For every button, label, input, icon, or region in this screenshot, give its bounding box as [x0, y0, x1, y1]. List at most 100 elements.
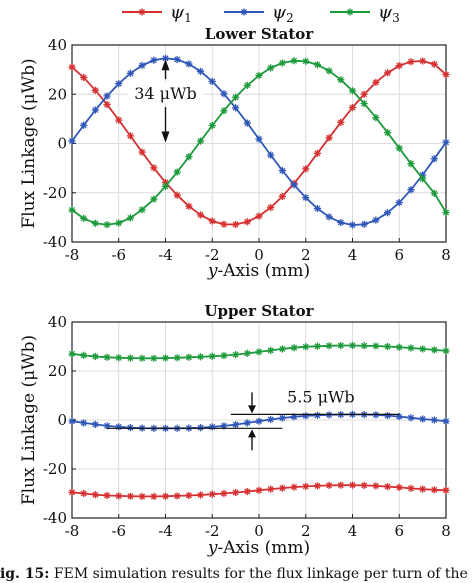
x-tick-label-6: 4: [348, 246, 358, 264]
data-point: [243, 487, 251, 496]
data-point: [278, 166, 286, 175]
data-point: [442, 138, 450, 146]
x-tick-label-7: 6: [394, 246, 404, 264]
data-point: [138, 206, 146, 214]
legend-marker-2: [240, 8, 248, 16]
data-point: [419, 485, 427, 493]
series-1: [68, 481, 450, 501]
legend-label-1: ψ1: [170, 2, 192, 25]
y-tick-label-3: 20: [48, 85, 67, 103]
data-point: [185, 353, 193, 361]
data-point: [103, 221, 111, 229]
data-point: [337, 481, 345, 489]
data-point: [313, 61, 322, 69]
data-point: [325, 342, 333, 350]
data-point: [232, 421, 240, 429]
data-point: [80, 73, 88, 82]
data-point: [395, 483, 403, 491]
data-point: [208, 352, 216, 360]
data-point: [126, 492, 135, 500]
data-point: [91, 219, 99, 227]
data-point: [325, 213, 333, 221]
data-point: [360, 342, 368, 350]
data-point: [68, 417, 76, 425]
x-tick-label-4: 0: [254, 522, 264, 540]
data-point: [103, 100, 111, 109]
data-point: [80, 121, 88, 129]
data-point: [348, 103, 357, 112]
data-point: [278, 192, 286, 201]
data-point: [313, 482, 322, 490]
series-3: [68, 57, 450, 229]
annot-label: 34 μWb: [134, 84, 197, 103]
annot-arrowhead-up: [161, 59, 170, 71]
x-tick-label-7: 6: [394, 522, 404, 540]
data-point: [91, 86, 99, 94]
data-point: [290, 483, 298, 491]
y-axis-label: Flux Linkage (μWb): [19, 58, 39, 228]
data-point: [255, 417, 263, 425]
legend-marker-1: [138, 8, 146, 16]
caption-label: Fig. 15:: [0, 566, 50, 582]
annot-bg: [127, 82, 204, 105]
data-point: [80, 419, 88, 427]
data-point: [302, 57, 310, 65]
data-point: [348, 341, 357, 350]
data-point: [150, 354, 158, 362]
data-point: [430, 486, 438, 494]
data-point: [138, 61, 146, 70]
data-point: [383, 129, 392, 137]
data-point: [138, 354, 146, 362]
data-point: [372, 482, 380, 490]
data-point: [220, 489, 228, 498]
legend-entry-1: ψ1: [122, 2, 192, 25]
data-point: [395, 343, 403, 351]
data-point: [360, 481, 368, 490]
data-point: [442, 347, 450, 355]
data-point: [419, 345, 427, 353]
annotation-ripple: 5.5 μWb: [107, 387, 400, 451]
data-point: [419, 175, 427, 183]
x-tick-label-0: -8: [65, 522, 80, 540]
data-point: [442, 208, 450, 217]
data-point: [196, 353, 205, 361]
data-point: [313, 411, 322, 419]
data-point: [115, 116, 123, 124]
y-tick-label-2: 0: [57, 411, 67, 429]
data-point: [208, 77, 216, 86]
data-point: [372, 114, 380, 122]
data-point: [196, 423, 205, 432]
data-point: [185, 491, 193, 500]
data-point: [91, 420, 99, 429]
x-tick-label-8: 8: [441, 522, 451, 540]
data-point: [302, 194, 310, 202]
y-tick-label-4: 40: [48, 313, 67, 331]
data-point: [255, 212, 263, 220]
data-point: [243, 119, 251, 127]
x-tick-label-4: 0: [254, 246, 264, 264]
data-point: [243, 419, 251, 427]
data-point: [407, 58, 415, 66]
legend-entry-3: ψ3: [330, 2, 400, 25]
data-point: [407, 414, 415, 422]
data-point: [407, 160, 415, 168]
data-point: [220, 351, 228, 360]
y-tick-label-1: -20: [43, 184, 67, 202]
data-point: [442, 70, 450, 79]
data-point: [267, 415, 275, 424]
data-point: [267, 346, 275, 355]
data-point: [407, 344, 415, 352]
x-tick-label-2: -4: [158, 522, 173, 540]
x-axis-label: y-Axis (mm): [207, 538, 310, 558]
data-point: [407, 484, 415, 492]
data-point: [290, 413, 298, 421]
data-point: [126, 69, 135, 77]
data-point: [430, 189, 438, 197]
data-point: [313, 204, 322, 213]
data-point: [430, 416, 438, 424]
x-tick-label-6: 4: [348, 522, 358, 540]
data-point: [278, 345, 286, 353]
data-point: [255, 348, 263, 356]
